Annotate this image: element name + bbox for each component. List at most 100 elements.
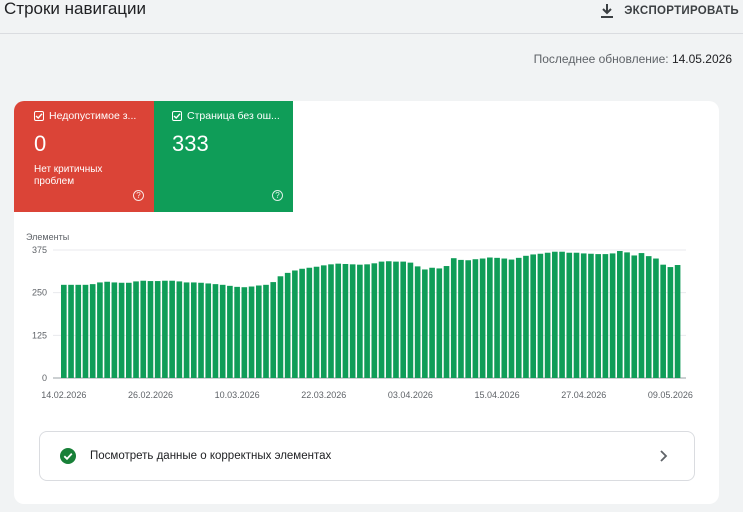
chart-bar[interactable]	[573, 252, 580, 378]
chart-bar[interactable]	[154, 281, 161, 378]
chart-bar[interactable]	[263, 284, 269, 378]
chart-bar[interactable]	[465, 260, 471, 378]
chart-bar[interactable]	[472, 259, 479, 378]
chart-bar[interactable]	[552, 251, 558, 378]
chart-bar[interactable]	[450, 258, 457, 378]
error-checkbox[interactable]	[34, 111, 44, 121]
chart-bar[interactable]	[443, 266, 450, 378]
chart-bar[interactable]	[335, 263, 342, 378]
chart-bar[interactable]	[111, 282, 118, 378]
chart-bar[interactable]	[147, 281, 154, 378]
chart-bar[interactable]	[494, 257, 500, 378]
chart-bar[interactable]	[515, 257, 522, 378]
chart-bar[interactable]	[212, 284, 219, 378]
chart-bar[interactable]	[595, 254, 601, 378]
chart-bar[interactable]	[364, 264, 370, 378]
valid-checkbox[interactable]	[172, 111, 182, 121]
error-tile-header: Недопустимое з...	[34, 110, 154, 122]
chart-bar[interactable]	[89, 284, 96, 378]
chart-bar[interactable]	[169, 280, 175, 378]
chart-bar[interactable]	[436, 268, 443, 378]
chart-bar[interactable]	[183, 282, 190, 378]
chart-bar[interactable]	[82, 284, 89, 378]
chart-bar[interactable]	[588, 253, 594, 378]
chart-bar[interactable]	[61, 284, 67, 378]
chart-bar[interactable]	[631, 255, 638, 378]
chart-bar[interactable]	[219, 284, 226, 378]
chart-bar[interactable]	[609, 253, 616, 378]
chart-bar[interactable]	[674, 265, 681, 378]
chart-bar[interactable]	[523, 255, 529, 378]
chart-bar[interactable]	[328, 264, 334, 378]
chart-bar[interactable]	[479, 258, 486, 378]
chart-bar[interactable]	[645, 256, 652, 378]
chart-bar[interactable]	[660, 264, 666, 378]
chart-bar[interactable]	[292, 270, 298, 378]
chart-bar[interactable]	[255, 285, 262, 379]
help-icon[interactable]: ?	[272, 190, 283, 201]
chart-bar[interactable]	[638, 253, 645, 378]
chart-bar[interactable]	[140, 280, 147, 378]
chart-bar[interactable]	[277, 276, 284, 378]
chart-bar[interactable]	[284, 272, 291, 378]
chart-bar[interactable]	[320, 265, 327, 378]
chart-bar[interactable]	[501, 258, 508, 378]
chart-bar[interactable]	[118, 282, 125, 378]
error-count: 0	[34, 131, 47, 156]
x-tick-label: 22.03.2026	[301, 390, 346, 400]
chart-bar[interactable]	[342, 263, 349, 378]
chart-bar[interactable]	[429, 267, 435, 378]
chart-bar[interactable]	[75, 284, 82, 378]
chart-bar[interactable]	[602, 254, 609, 378]
x-tick-label: 15.04.2026	[475, 390, 520, 400]
help-icon[interactable]: ?	[133, 190, 144, 201]
chart-bar[interactable]	[508, 259, 515, 378]
chart-bar[interactable]	[241, 287, 248, 378]
chart-bar[interactable]	[393, 261, 399, 378]
chart-bar[interactable]	[270, 282, 277, 378]
view-valid-items-button[interactable]: Посмотреть данные о корректных элементах	[39, 431, 695, 481]
chart-bar[interactable]	[97, 282, 103, 378]
chart-bar[interactable]	[248, 286, 255, 378]
chart-bar[interactable]	[299, 268, 305, 378]
chart-bar[interactable]	[385, 261, 392, 378]
chart-bar[interactable]	[530, 254, 536, 378]
chart-bar[interactable]	[414, 266, 421, 378]
chart-bar[interactable]	[458, 259, 464, 378]
chart-bar[interactable]	[190, 282, 197, 378]
chart-bar[interactable]	[624, 252, 630, 378]
chart-bar[interactable]	[544, 252, 551, 378]
chart-bar[interactable]	[653, 258, 659, 378]
chart-bar[interactable]	[407, 262, 414, 378]
chart-bar[interactable]	[559, 251, 565, 378]
chart-bar[interactable]	[566, 252, 573, 378]
chart-bar[interactable]	[68, 284, 74, 378]
chart-bar[interactable]	[133, 281, 139, 378]
chart-bar[interactable]	[125, 282, 132, 378]
error-tile[interactable]: Недопустимое з... 0 Нет критичных пробле…	[14, 101, 154, 212]
chart-bar[interactable]	[234, 286, 240, 378]
chart-bar[interactable]	[198, 282, 204, 378]
chevron-right-icon	[660, 450, 668, 462]
chart-bar[interactable]	[104, 281, 110, 378]
chart-bar[interactable]	[400, 261, 407, 378]
chart-bar[interactable]	[176, 281, 183, 378]
valid-tile[interactable]: Страница без ош... 333 ?	[154, 101, 293, 212]
chart-bar[interactable]	[349, 264, 356, 378]
chart-bar[interactable]	[487, 257, 493, 378]
chart-bar[interactable]	[357, 264, 363, 378]
chart-bar[interactable]	[617, 251, 623, 378]
chart-bar[interactable]	[667, 267, 674, 378]
chart-bar[interactable]	[537, 253, 544, 378]
x-tick-label: 14.02.2026	[41, 390, 86, 400]
chart-bar[interactable]	[205, 283, 212, 378]
chart-bar[interactable]	[313, 266, 320, 378]
chart-bar[interactable]	[227, 285, 233, 378]
chart-bar[interactable]	[371, 263, 378, 378]
chart-bar[interactable]	[580, 253, 587, 378]
export-button[interactable]: ЭКСПОРТИРОВАТЬ	[600, 0, 739, 22]
chart-bar[interactable]	[422, 269, 428, 378]
chart-bar[interactable]	[378, 261, 385, 378]
chart-bar[interactable]	[306, 267, 313, 378]
chart-bar[interactable]	[162, 280, 168, 378]
